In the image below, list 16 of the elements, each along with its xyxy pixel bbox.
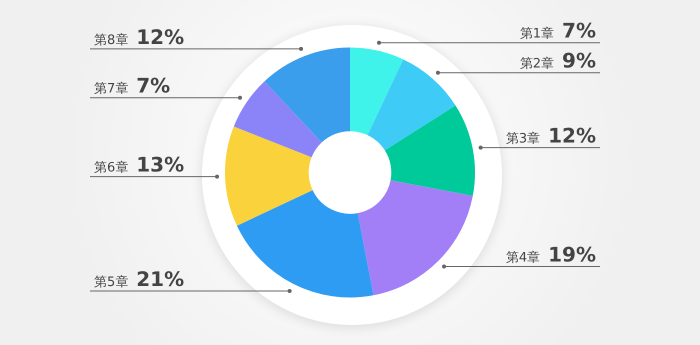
slice-label: 第4章 — [506, 250, 540, 266]
slice-label: 第6章 — [94, 160, 128, 176]
slice-label: 第3章 — [506, 132, 540, 147]
slice-label: 第8章 — [94, 32, 128, 48]
data-label: 12% — [136, 24, 184, 49]
data-label: 7% — [136, 74, 170, 98]
data-label: 12% — [548, 124, 596, 148]
data-label: 21% — [136, 267, 184, 292]
data-label: 9% — [562, 48, 596, 73]
data-label: 19% — [548, 242, 596, 267]
slice-label: 第1章 — [520, 26, 554, 42]
slice-label: 第7章 — [94, 82, 128, 97]
slice-label: 第2章 — [520, 56, 554, 72]
data-label: 7% — [562, 18, 596, 43]
slice-label: 第5章 — [94, 275, 128, 290]
data-label: 13% — [136, 152, 184, 177]
